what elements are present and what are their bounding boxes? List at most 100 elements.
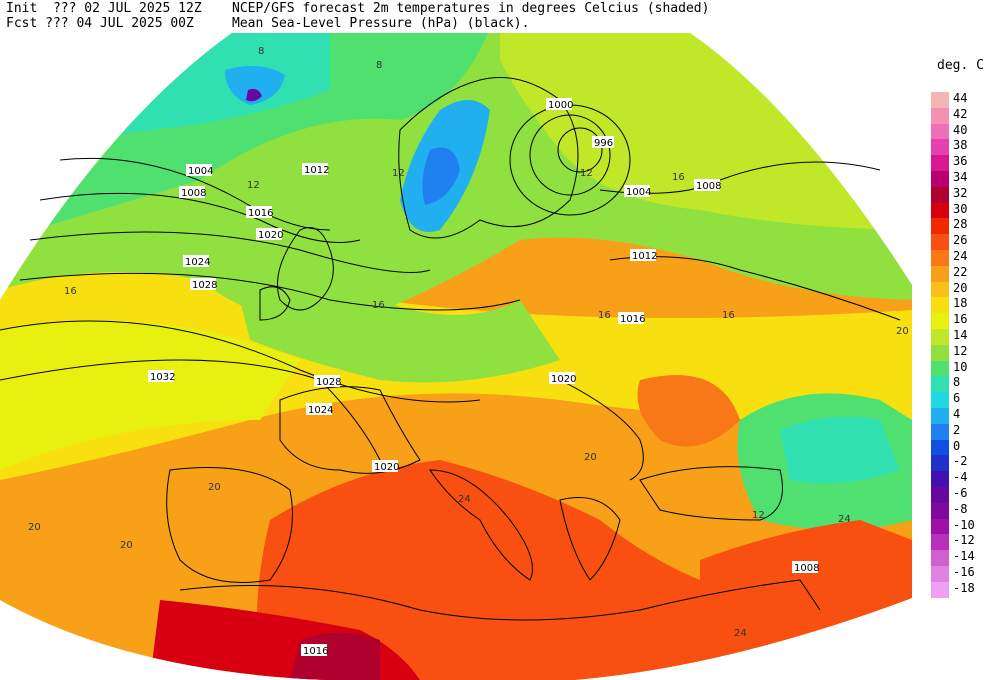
legend-label: 32 bbox=[953, 185, 968, 200]
temp-label: 20 bbox=[28, 522, 41, 533]
svg-text:1016: 1016 bbox=[303, 646, 328, 657]
legend-label: 4 bbox=[953, 407, 961, 421]
legend-swatch bbox=[931, 344, 949, 361]
legend-swatch bbox=[931, 92, 949, 108]
legend-swatch bbox=[931, 376, 949, 393]
isobar-label: 1012 bbox=[630, 249, 657, 262]
temp-label: 16 bbox=[372, 300, 385, 311]
svg-text:1012: 1012 bbox=[632, 251, 657, 262]
legend-label: -14 bbox=[953, 549, 975, 564]
legend-swatch bbox=[931, 234, 949, 251]
legend-swatch bbox=[931, 329, 949, 345]
isobar-label: 1004 bbox=[186, 164, 213, 177]
isobar-label: 1032 bbox=[148, 370, 175, 383]
temp-label: 20 bbox=[120, 540, 133, 551]
svg-text:1004: 1004 bbox=[626, 187, 651, 198]
temp-label: 12 bbox=[392, 168, 405, 179]
coastlines bbox=[166, 77, 821, 621]
svg-text:1008: 1008 bbox=[696, 181, 721, 192]
isobar-label: 1004 bbox=[624, 185, 651, 198]
isobar-label: 1020 bbox=[549, 372, 576, 385]
legend-label: 2 bbox=[953, 422, 961, 437]
legend-label: 6 bbox=[953, 391, 961, 406]
legend-label: 0 bbox=[953, 438, 961, 453]
legend-label: 22 bbox=[953, 264, 968, 279]
svg-text:1020: 1020 bbox=[258, 230, 283, 241]
isobar-label: 1028 bbox=[314, 375, 341, 388]
legend-label: 30 bbox=[953, 201, 968, 216]
temp-label: 24 bbox=[458, 494, 471, 505]
temp-label: 8 bbox=[258, 46, 264, 57]
temp-label: 20 bbox=[896, 326, 909, 337]
isobar-label: 1012 bbox=[302, 163, 329, 176]
legend-swatch bbox=[931, 455, 949, 472]
isobar-label: 1016 bbox=[301, 644, 328, 657]
legend-swatch bbox=[931, 518, 949, 535]
legend-swatch bbox=[931, 581, 949, 598]
legend-swatch bbox=[931, 250, 949, 266]
legend-swatch bbox=[931, 566, 949, 582]
legend-label: 36 bbox=[953, 154, 968, 169]
legend-label: 8 bbox=[953, 375, 961, 390]
legend-label: 18 bbox=[953, 296, 968, 311]
isobar-label: 1020 bbox=[256, 228, 283, 241]
legend-label: -6 bbox=[953, 486, 968, 500]
legend-label: 42 bbox=[953, 106, 968, 121]
legend-label: 20 bbox=[953, 280, 968, 295]
isobar-label: 1024 bbox=[183, 255, 210, 268]
legend-label: -4 bbox=[953, 470, 968, 485]
legend-swatch bbox=[931, 439, 949, 456]
legend-label: 10 bbox=[953, 359, 968, 374]
map-subtitle: Mean Sea-Level Pressure (hPa) (black). bbox=[232, 16, 530, 31]
legend-swatch bbox=[931, 471, 949, 488]
isobar-label: 1008 bbox=[694, 179, 721, 192]
svg-text:996: 996 bbox=[594, 138, 613, 149]
temp-label: 16 bbox=[672, 172, 685, 183]
legend-label: 16 bbox=[953, 312, 968, 327]
isobar-label: 1016 bbox=[246, 206, 273, 219]
isobar-label: 1020 bbox=[372, 460, 399, 473]
legend-swatch bbox=[931, 186, 949, 203]
svg-text:1016: 1016 bbox=[620, 314, 645, 325]
legend-swatch bbox=[931, 107, 949, 124]
temp-label: 12 bbox=[752, 510, 765, 521]
isobar-label: 1024 bbox=[306, 403, 333, 416]
svg-text:1004: 1004 bbox=[188, 166, 213, 177]
svg-text:1024: 1024 bbox=[308, 405, 333, 416]
legend-swatch bbox=[931, 534, 949, 551]
temp-label: 8 bbox=[376, 60, 382, 71]
temp-label: 24 bbox=[838, 514, 851, 525]
svg-text:1008: 1008 bbox=[794, 563, 819, 574]
svg-text:1020: 1020 bbox=[374, 462, 399, 473]
legend-swatch bbox=[931, 297, 949, 314]
legend-label: 14 bbox=[953, 328, 968, 342]
svg-text:1032: 1032 bbox=[150, 372, 175, 383]
temperature-labels: 8 8 12 12 12 16 16 16 20 20 20 24 24 24 … bbox=[28, 46, 909, 639]
temp-label: 20 bbox=[208, 482, 221, 493]
svg-text:1000: 1000 bbox=[548, 100, 573, 111]
legend-swatch bbox=[931, 139, 949, 156]
svg-text:1008: 1008 bbox=[181, 188, 206, 199]
legend-label: 38 bbox=[953, 138, 968, 153]
forecast-map: 1004 1008 1012 1016 1020 1024 1028 1032 … bbox=[0, 33, 912, 680]
init-line: Init ??? 02 JUL 2025 12Z bbox=[6, 1, 202, 16]
svg-text:1028: 1028 bbox=[192, 280, 217, 291]
legend-swatch bbox=[931, 392, 949, 409]
svg-text:1012: 1012 bbox=[304, 165, 329, 176]
legend-label: -10 bbox=[953, 517, 975, 532]
legend-swatch bbox=[931, 155, 949, 172]
temp-label: 20 bbox=[584, 452, 597, 463]
isobar-label: 1028 bbox=[190, 278, 217, 291]
legend-swatch bbox=[931, 218, 949, 235]
legend-label: -18 bbox=[953, 580, 975, 595]
map-title: NCEP/GFS forecast 2m temperatures in deg… bbox=[232, 1, 710, 16]
temp-label: 16 bbox=[598, 310, 611, 321]
svg-text:1016: 1016 bbox=[248, 208, 273, 219]
isobar-labels: 1004 1008 1012 1016 1020 1024 1028 1032 … bbox=[148, 98, 819, 657]
legend-label: -16 bbox=[953, 565, 975, 579]
legend-swatch bbox=[931, 202, 949, 219]
svg-text:1028: 1028 bbox=[316, 377, 341, 388]
legend-swatch bbox=[931, 408, 949, 424]
temp-label: 16 bbox=[722, 310, 735, 321]
legend-label: 44 bbox=[953, 91, 968, 105]
